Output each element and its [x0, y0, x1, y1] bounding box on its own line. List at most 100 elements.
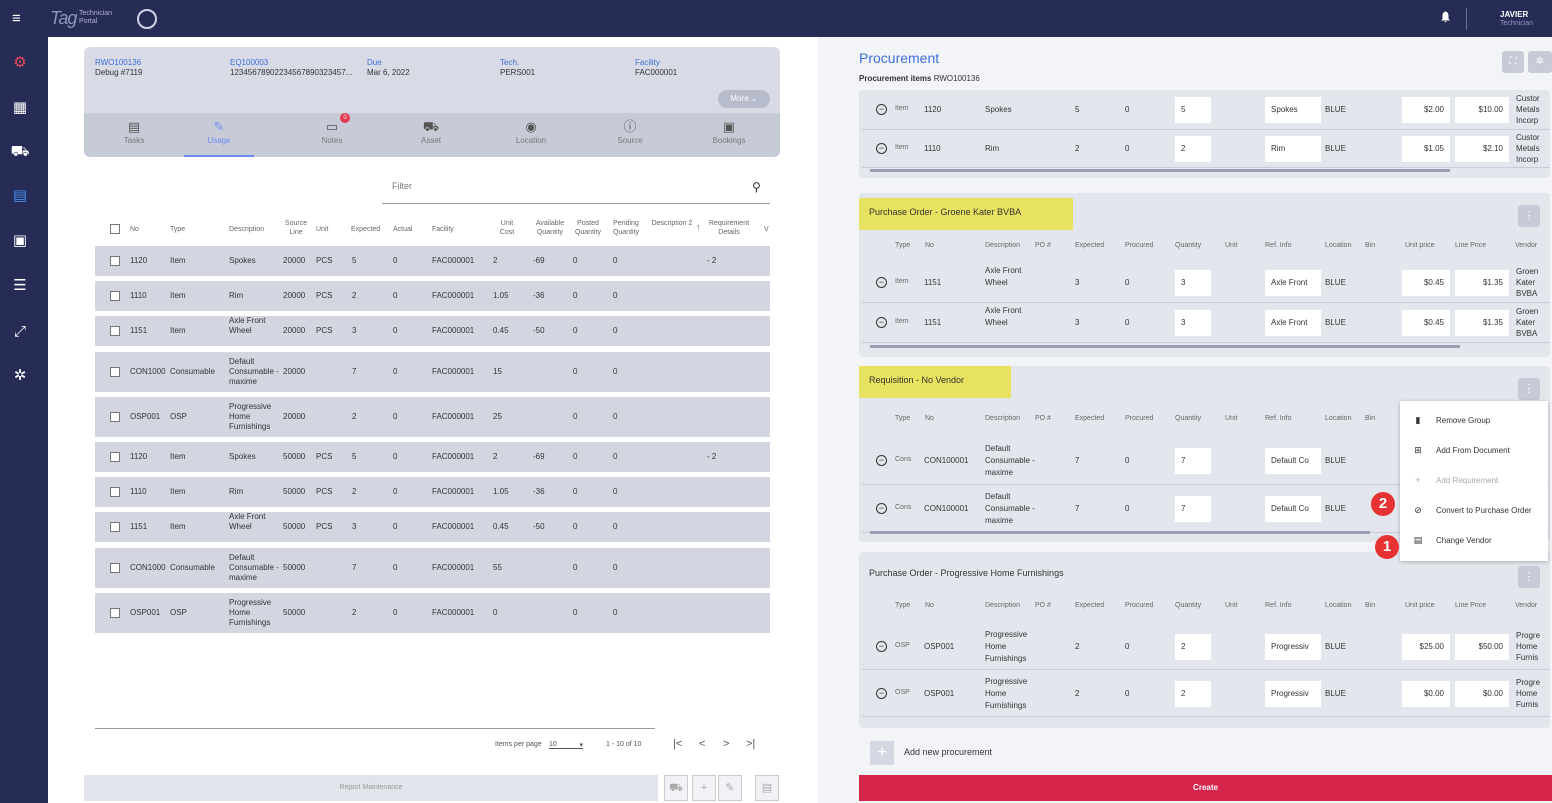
ref-info-input[interactable]: Default Co — [1265, 496, 1321, 522]
settings-icon-button[interactable]: ✲ — [1528, 51, 1552, 73]
col-header[interactable]: No — [130, 226, 139, 233]
next-page-icon[interactable]: > — [723, 738, 730, 750]
proc-col-header[interactable]: Ref. Info — [1265, 415, 1292, 422]
proc-col-header[interactable]: PO # — [1035, 242, 1051, 249]
proc-col-header[interactable]: No — [925, 415, 934, 422]
row-checkbox[interactable] — [110, 326, 120, 336]
unit-price-input[interactable]: $2.00 — [1402, 97, 1450, 123]
col-header[interactable]: Source Line — [284, 220, 308, 236]
col-header[interactable]: Unit Cost — [499, 220, 515, 236]
proc-col-header[interactable]: Description — [985, 602, 1021, 609]
create-button[interactable]: Create — [859, 775, 1552, 801]
table-row[interactable] — [95, 397, 770, 437]
proc-col-header[interactable]: Bin — [1365, 242, 1376, 249]
table-row[interactable] — [95, 316, 770, 346]
unit-price-input[interactable]: $25.00 — [1402, 633, 1450, 660]
nav-forklift-icon[interactable]: ⛟ — [10, 143, 30, 160]
tab-asset[interactable]: ⛟ Asset — [391, 120, 471, 146]
proc-col-header[interactable]: Unit — [1225, 242, 1238, 249]
line-price-input[interactable]: $10.00 — [1455, 97, 1509, 123]
table-row[interactable] — [95, 442, 770, 472]
remove-row-icon[interactable]: − — [876, 640, 887, 652]
quantity-input[interactable]: 2 — [1175, 136, 1211, 162]
user-name[interactable]: JAVIER — [1500, 10, 1529, 19]
per-page-select[interactable]: 10 ▾ — [549, 741, 583, 749]
quantity-input[interactable]: 7 — [1175, 496, 1211, 522]
proc-col-header[interactable]: Unit — [1225, 602, 1238, 609]
table-row[interactable] — [95, 477, 770, 507]
add-icon-button[interactable]: + — [692, 775, 716, 801]
proc-col-header[interactable]: Unit — [1225, 415, 1238, 422]
proc-col-header[interactable]: Procured — [1125, 242, 1154, 249]
remove-row-icon[interactable]: − — [876, 143, 887, 154]
row-checkbox[interactable] — [110, 367, 120, 377]
last-page-icon[interactable]: >| — [746, 738, 756, 750]
proc-col-header[interactable]: Location — [1325, 415, 1352, 422]
proc-col-header[interactable]: Type — [895, 415, 911, 422]
cart-icon-button[interactable]: ⛟ — [664, 775, 688, 801]
ref-info-input[interactable]: Spokes — [1265, 97, 1321, 123]
proc-col-header[interactable]: Ref. Info — [1265, 602, 1292, 609]
unit-price-input[interactable]: $0.45 — [1402, 310, 1450, 336]
menu-add-requirement[interactable]: + Add Requirement — [1412, 475, 1498, 485]
nav-calendar-icon[interactable]: ▣ — [12, 232, 28, 249]
card-scrollbar[interactable] — [870, 169, 1450, 172]
menu-add-from-document[interactable]: ⊞ Add From Document — [1412, 445, 1510, 456]
col-header[interactable]: Type — [170, 226, 186, 233]
row-checkbox[interactable] — [110, 487, 120, 497]
proc-col-header[interactable]: Line Price — [1455, 602, 1487, 609]
remove-row-icon[interactable]: − — [876, 503, 887, 514]
nav-list-icon[interactable]: ☰ — [13, 277, 27, 294]
search-icon[interactable]: ⚲ — [752, 180, 761, 194]
col-header[interactable]: Pending Quantity — [612, 220, 640, 236]
row-checkbox[interactable] — [110, 522, 120, 532]
proc-col-header[interactable]: Bin — [1365, 602, 1376, 609]
menu-convert-to-purchase-order[interactable]: ⊘ Convert to Purchase Order — [1412, 505, 1531, 516]
nav-inventory-icon[interactable]: ▤ — [12, 187, 28, 204]
row-checkbox[interactable] — [110, 563, 120, 573]
proc-col-header[interactable]: Unit price — [1405, 602, 1435, 609]
proc-col-header[interactable]: Unit price — [1405, 242, 1435, 249]
remove-row-icon[interactable]: − — [876, 687, 887, 699]
line-price-input[interactable]: $2.10 — [1455, 136, 1509, 162]
proc-col-header[interactable]: Expected — [1075, 242, 1105, 249]
proc-col-header[interactable]: Expected — [1075, 602, 1105, 609]
col-header[interactable]: Expected — [351, 226, 381, 233]
proc-col-header[interactable]: No — [925, 242, 934, 249]
more-button[interactable]: More ⌄ — [718, 90, 770, 108]
proc-col-header[interactable]: PO # — [1035, 602, 1051, 609]
quantity-input[interactable]: 3 — [1175, 270, 1211, 296]
row-checkbox[interactable] — [110, 256, 120, 266]
col-header[interactable]: Actual — [393, 226, 413, 233]
menu-remove-group[interactable]: ▮ Remove Group — [1412, 415, 1491, 426]
menu-icon[interactable]: ≡ — [12, 10, 21, 27]
tab-usage[interactable]: ✎ Usage — [179, 120, 259, 146]
unit-price-input[interactable]: $1.05 — [1402, 136, 1450, 162]
col-header[interactable]: Description 2 — [651, 220, 693, 227]
quantity-input[interactable]: 2 — [1175, 680, 1211, 707]
menu-change-vendor[interactable]: ▤ Change Vendor — [1413, 535, 1492, 545]
col-header[interactable]: Requirement Details — [708, 220, 750, 236]
col-header[interactable]: V — [764, 226, 769, 233]
row-checkbox[interactable] — [110, 291, 120, 301]
quantity-input[interactable]: 5 — [1175, 97, 1211, 123]
proc-col-header[interactable]: Description — [985, 242, 1021, 249]
proc-col-header[interactable]: Quantity — [1175, 242, 1202, 249]
row-checkbox[interactable] — [110, 452, 120, 462]
nav-home-icon[interactable]: ⚙ — [13, 54, 27, 71]
col-header[interactable]: Description — [229, 226, 265, 233]
row-checkbox[interactable] — [110, 412, 120, 422]
proc-col-header[interactable]: Expected — [1075, 415, 1105, 422]
col-header[interactable]: Facility — [432, 226, 454, 233]
proc-col-header[interactable]: Procured — [1125, 415, 1154, 422]
ref-info-input[interactable]: Default Co — [1265, 448, 1321, 474]
proc-col-header[interactable]: No — [925, 602, 934, 609]
proc-col-header[interactable]: Location — [1325, 242, 1352, 249]
remove-row-icon[interactable]: − — [876, 104, 887, 115]
nav-chart-icon[interactable]: ⤢ — [13, 323, 26, 340]
filter-input[interactable]: Filter ⚲ — [382, 178, 770, 204]
unit-price-input[interactable]: $0.45 — [1402, 270, 1450, 296]
remove-row-icon[interactable]: − — [876, 277, 887, 288]
quantity-input[interactable]: 2 — [1175, 633, 1211, 660]
proc-col-header[interactable]: Procured — [1125, 602, 1154, 609]
